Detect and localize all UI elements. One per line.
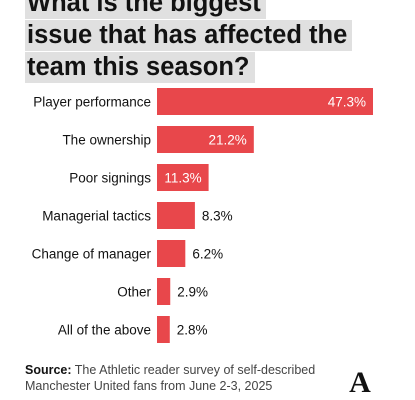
- title-line-3: team this season?: [25, 52, 255, 83]
- category-label: Player performance: [33, 95, 151, 110]
- athletic-logo-icon: A: [349, 366, 371, 395]
- category-label: All of the above: [58, 323, 151, 338]
- category-label: Managerial tactics: [42, 209, 151, 224]
- bar: [157, 278, 171, 305]
- category-label: Poor signings: [69, 171, 151, 186]
- bar: [157, 164, 209, 191]
- value-label: 8.3%: [202, 209, 233, 224]
- chart-title: What is the biggest issue that has affec…: [25, 0, 355, 84]
- value-label: 6.2%: [192, 247, 223, 262]
- logo-letter: A: [349, 366, 371, 395]
- source-note: Source: The Athletic reader survey of se…: [25, 362, 325, 394]
- bar: [157, 316, 170, 343]
- category-label: The ownership: [62, 133, 151, 148]
- bar: [157, 88, 373, 115]
- bar: [157, 202, 195, 229]
- bar: [157, 126, 254, 153]
- value-label: 11.3%: [164, 171, 201, 186]
- bar: [157, 240, 186, 267]
- category-label: Change of manager: [32, 247, 152, 262]
- value-label: 2.9%: [177, 285, 208, 300]
- value-label: 21.2%: [209, 133, 247, 148]
- title-line-2: issue that has affected the: [25, 20, 353, 51]
- source-text: The Athletic reader survey of self-descr…: [25, 363, 316, 393]
- value-label: 47.3%: [328, 95, 366, 110]
- value-label: 2.8%: [177, 323, 208, 338]
- category-label: Other: [117, 285, 151, 300]
- source-prefix: Source:: [25, 363, 72, 377]
- title-line-1: What is the biggest: [25, 0, 266, 19]
- bar-chart: Player performance 47.3% The ownership 21.2…: [32, 88, 373, 343]
